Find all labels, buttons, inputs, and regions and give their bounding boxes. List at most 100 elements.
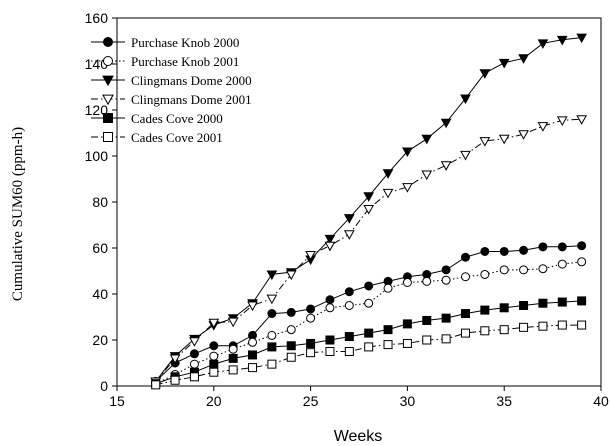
y-tick-label: 100 <box>85 148 109 164</box>
data-point <box>267 342 277 352</box>
series-4 <box>150 115 587 388</box>
data-point <box>325 335 335 345</box>
data-point <box>518 54 529 64</box>
data-point <box>267 309 277 319</box>
data-point <box>441 313 451 323</box>
y-tick-label: 120 <box>85 102 109 118</box>
series-line <box>155 324 582 386</box>
data-point <box>499 246 509 256</box>
data-point <box>440 161 452 171</box>
data-point <box>480 326 490 336</box>
data-point <box>247 301 258 312</box>
data-point <box>382 188 394 199</box>
data-point <box>306 348 316 358</box>
data-point <box>557 259 567 269</box>
data-point <box>460 252 470 262</box>
data-point <box>519 245 529 255</box>
data-point <box>422 335 432 345</box>
data-point <box>577 257 587 267</box>
data-point <box>537 122 549 132</box>
x-tick-label: 25 <box>303 393 319 409</box>
data-point <box>538 321 548 331</box>
data-point <box>479 69 491 79</box>
legend-item: Clingmans Dome 2000 <box>91 73 252 88</box>
data-point <box>248 363 258 373</box>
data-point <box>324 241 336 252</box>
data-point <box>285 270 297 281</box>
data-point <box>538 242 548 252</box>
data-point <box>363 204 375 215</box>
data-point <box>518 130 529 140</box>
data-point <box>306 338 316 348</box>
data-point <box>479 137 491 147</box>
data-point <box>402 147 413 158</box>
data-point <box>383 340 393 350</box>
data-point <box>537 39 549 49</box>
data-point <box>498 134 510 145</box>
data-point <box>208 318 220 329</box>
legend-item: Cades Cove 2000 <box>91 111 223 126</box>
data-point <box>557 320 567 330</box>
series-line <box>155 245 582 382</box>
data-point <box>460 309 470 319</box>
legend-item: Cades Cove 2001 <box>91 130 223 145</box>
data-point <box>306 304 316 314</box>
data-point <box>169 354 181 365</box>
data-point <box>344 347 354 356</box>
legend-marker <box>103 113 113 123</box>
legend-label: Cades Cove 2001 <box>131 130 223 145</box>
data-point <box>209 367 219 377</box>
data-point <box>577 241 587 251</box>
data-point <box>421 134 433 145</box>
y-tick-label: 0 <box>100 378 108 394</box>
data-point <box>286 352 296 362</box>
data-point <box>364 342 374 352</box>
data-point <box>538 298 548 308</box>
data-point <box>344 287 354 297</box>
data-point <box>364 298 374 308</box>
legend-marker <box>103 132 113 142</box>
data-point <box>151 380 161 390</box>
data-point <box>286 307 296 317</box>
data-point <box>402 319 412 329</box>
data-point <box>577 320 587 330</box>
x-tick-label: 15 <box>109 393 125 409</box>
y-tick-label: 60 <box>92 240 108 256</box>
data-point <box>324 234 336 245</box>
data-point <box>343 230 355 240</box>
data-point <box>383 325 393 335</box>
data-point <box>306 313 316 323</box>
legend-marker <box>103 37 113 47</box>
data-point <box>499 325 509 335</box>
data-point <box>248 350 258 360</box>
data-point <box>498 58 510 69</box>
x-axis-label: Weeks <box>334 428 383 445</box>
data-point <box>422 315 432 325</box>
data-point <box>209 341 219 351</box>
data-point <box>189 359 199 369</box>
data-point <box>402 338 412 348</box>
data-point <box>519 301 529 310</box>
data-point <box>422 276 432 286</box>
data-point <box>557 297 567 307</box>
data-point <box>576 33 587 44</box>
legend-item: Clingmans Dome 2001 <box>91 92 252 107</box>
y-axis-label: Cumulative SUM60 (ppm-h) <box>10 127 26 301</box>
y-tick-label: 140 <box>85 56 109 72</box>
data-point <box>441 334 451 344</box>
data-point <box>305 250 316 261</box>
data-point <box>480 305 490 315</box>
data-point <box>344 301 354 310</box>
legend-item: Purchase Knob 2000 <box>91 35 239 50</box>
legend-label: Purchase Knob 2000 <box>131 35 239 50</box>
data-point <box>402 278 412 287</box>
data-point <box>421 170 433 181</box>
data-point <box>499 265 509 275</box>
data-point <box>460 150 471 161</box>
axes: 15 20 25 30 35 40 0 20 40 60 80 100 120 140 160 <box>85 10 609 409</box>
series-2 <box>151 257 587 389</box>
data-point <box>170 375 180 385</box>
data-point <box>519 265 529 275</box>
legend-label: Cades Cove 2000 <box>131 111 223 126</box>
data-point <box>556 35 568 46</box>
